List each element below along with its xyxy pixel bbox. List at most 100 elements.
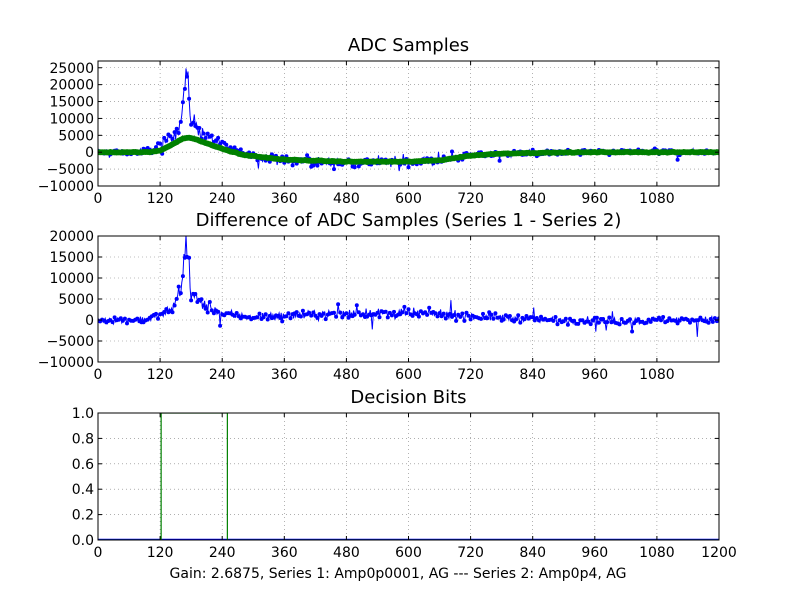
data-point — [336, 302, 341, 307]
y-tick-label: 20000 — [49, 229, 94, 245]
data-point — [605, 320, 610, 325]
data-point — [290, 163, 295, 168]
data-point — [404, 311, 409, 316]
data-point — [203, 306, 208, 311]
data-point — [209, 133, 214, 138]
data-point — [539, 314, 543, 319]
data-point — [565, 322, 570, 327]
data-point — [706, 320, 711, 325]
y-tick-label: 0.8 — [72, 431, 94, 447]
adc-samples-panel: 0 120 240 360 480 600 720 840 960 1080 −10000−5000… — [38, 35, 720, 207]
x-tick-label: 1080 — [639, 191, 675, 207]
data-point — [497, 158, 502, 163]
data-point — [344, 311, 349, 316]
data-point — [437, 311, 442, 316]
data-point — [688, 320, 692, 325]
data-point — [460, 311, 465, 316]
x-tick-label: 480 — [333, 367, 360, 383]
x-tick-label: 360 — [271, 367, 298, 383]
x-tick-label: 240 — [209, 367, 236, 383]
data-point — [191, 120, 196, 125]
data-point — [392, 309, 396, 314]
data-point — [170, 136, 175, 141]
y-tick-label: −5000 — [47, 162, 94, 178]
difference-panel: 0 120 240 360 480 600 720 840 960 1080 −10000 −5000… — [38, 210, 720, 383]
y-tick-label: 20000 — [49, 78, 94, 94]
series-2 — [98, 134, 719, 165]
data-point — [665, 319, 670, 324]
data-point — [375, 310, 380, 315]
data-point — [187, 255, 192, 260]
data-point — [263, 312, 268, 317]
data-point — [156, 316, 160, 321]
data-point — [176, 131, 181, 135]
y-tick-label: 0.4 — [72, 482, 94, 498]
x-tick-label: 840 — [519, 545, 546, 561]
data-point — [479, 316, 483, 321]
y-tick-label: 0.0 — [72, 533, 94, 549]
data-point — [174, 126, 179, 131]
data-point — [352, 312, 357, 317]
data-point — [294, 310, 299, 315]
data-point — [530, 315, 535, 320]
y-tick-label: 0 — [85, 313, 94, 329]
data-point — [232, 145, 237, 150]
data-point — [311, 310, 316, 315]
x-tick-label: 960 — [581, 545, 608, 561]
data-point — [675, 157, 680, 162]
x-tick-label: 480 — [333, 545, 360, 561]
data-point — [356, 164, 361, 169]
y-tick-label: 10000 — [49, 271, 94, 287]
data-point — [481, 311, 485, 316]
data-point — [536, 318, 541, 323]
y-tick-label: 0 — [85, 145, 94, 161]
data-point — [203, 136, 208, 140]
x-tick-label: 360 — [271, 191, 298, 207]
data-point — [178, 119, 183, 124]
x-tick-label: 0 — [94, 367, 103, 383]
data-point — [402, 304, 407, 309]
chart-title: Difference of ADC Samples (Series 1 - Se… — [196, 210, 622, 231]
data-point — [172, 303, 177, 308]
data-point — [298, 314, 303, 319]
data-point — [209, 308, 214, 313]
data-point — [232, 313, 237, 318]
data-point — [594, 315, 599, 320]
data-point — [489, 312, 494, 317]
data-point — [354, 303, 359, 308]
data-point — [332, 167, 336, 172]
data-point — [516, 313, 521, 318]
data-point — [110, 320, 115, 325]
x-tick-label: 120 — [147, 545, 174, 561]
data-point — [261, 315, 266, 320]
data-point — [211, 311, 216, 316]
data-point — [462, 318, 467, 323]
data-point — [340, 315, 345, 320]
x-tick-label: 360 — [271, 545, 298, 561]
data-point — [189, 298, 194, 303]
data-point — [522, 317, 527, 322]
data-point — [154, 311, 158, 316]
data-point — [588, 322, 593, 327]
x-tick-label: 240 — [209, 191, 236, 207]
x-tick-label: 600 — [395, 545, 422, 561]
data-point — [286, 311, 291, 316]
data-point — [553, 315, 558, 319]
data-point — [255, 315, 260, 320]
data-point — [201, 303, 206, 308]
x-tick-label: 120 — [147, 367, 174, 383]
data-point — [238, 147, 243, 152]
x-tick-label: 960 — [581, 191, 608, 207]
data-point — [628, 317, 632, 322]
data-point — [234, 311, 239, 315]
data-point — [199, 297, 204, 302]
data-point — [441, 311, 446, 316]
data-point — [710, 319, 715, 324]
data-point — [307, 310, 312, 315]
data-point — [518, 320, 523, 325]
data-point — [205, 131, 210, 136]
data-point — [309, 313, 314, 318]
data-point — [493, 311, 498, 316]
